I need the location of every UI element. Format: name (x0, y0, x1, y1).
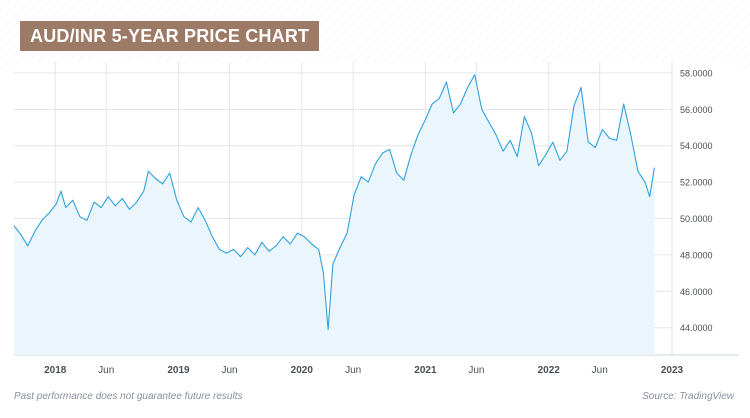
x-tick-label: Jun (98, 365, 114, 376)
chart-area: 44.0000 46.0000 48.0000 50.0000 52.0000 54.00… (14, 62, 739, 376)
x-tick-label: 2019 (167, 365, 190, 376)
x-tick-label: 2021 (414, 365, 437, 376)
price-area-fill (14, 74, 655, 355)
x-tick-label: Jun (345, 365, 361, 376)
x-tick-label: Jun (468, 365, 484, 376)
price-line (14, 74, 655, 331)
y-tick-label: 56.0000 (680, 105, 713, 115)
x-tick-label: 2020 (291, 365, 314, 376)
x-tick-label: 2018 (44, 365, 67, 376)
y-tick-label: 44.0000 (680, 323, 713, 333)
y-tick-label: 48.0000 (680, 250, 713, 260)
x-tick-label: Jun (592, 365, 608, 376)
y-tick-label: 58.0000 (680, 68, 713, 78)
source-text: Source: TradingView (642, 391, 734, 402)
y-tick-label: 46.0000 (680, 287, 713, 297)
y-tick-label: 50.0000 (680, 214, 713, 224)
chart-panel: 44.0000 46.0000 48.0000 50.0000 52.0000 54.00… (14, 62, 739, 380)
chart-title: AUD/INR 5-YEAR PRICE CHART (20, 21, 320, 51)
x-tick-label: 2022 (538, 365, 561, 376)
x-tick-label: Jun (221, 365, 237, 376)
y-tick-label: 54.0000 (680, 141, 713, 151)
y-tick-label: 52.0000 (680, 178, 713, 188)
disclaimer-text: Past performance does not guarantee futu… (14, 391, 243, 402)
x-tick-label: 2023 (661, 365, 684, 376)
